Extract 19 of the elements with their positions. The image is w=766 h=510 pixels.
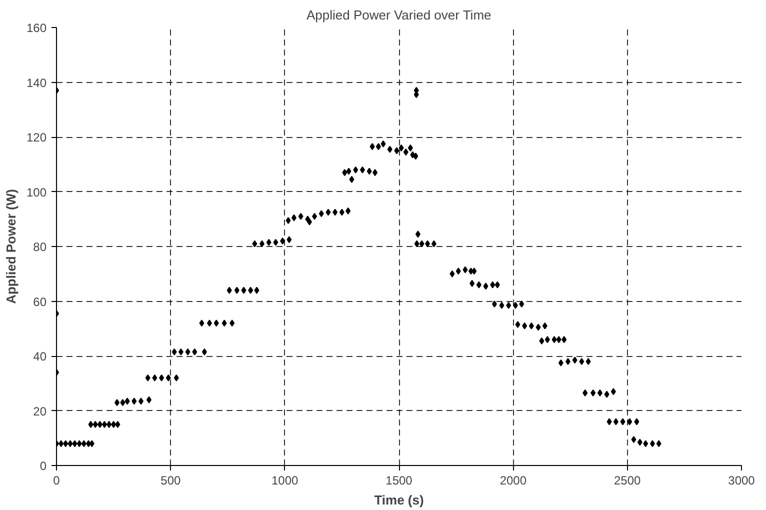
y-tick-label: 140 <box>26 76 47 90</box>
y-tick-label: 20 <box>33 404 47 418</box>
y-tick-label: 160 <box>26 21 47 35</box>
y-tick-label: 40 <box>33 350 47 364</box>
y-tick-label: 60 <box>33 294 47 309</box>
x-tick-label: 1500 <box>386 474 413 488</box>
y-tick-label: 0 <box>40 459 47 473</box>
chart-title: Applied Power Varied over Time <box>306 8 492 22</box>
y-tick-label: 80 <box>33 240 47 254</box>
x-tick-label: 500 <box>160 474 182 488</box>
x-axis-title: Time (s) <box>374 492 424 508</box>
x-tick-label: 2000 <box>500 474 527 488</box>
y-tick-label: 100 <box>26 185 47 200</box>
y-tick-label: 120 <box>26 130 47 144</box>
x-tick-label: 0 <box>53 474 60 488</box>
x-tick-label: 2500 <box>614 474 642 488</box>
y-axis-title: Applied Power (W) <box>3 189 18 304</box>
x-tick-label: 3000 <box>728 474 756 488</box>
x-tick-label: 1000 <box>271 474 299 488</box>
